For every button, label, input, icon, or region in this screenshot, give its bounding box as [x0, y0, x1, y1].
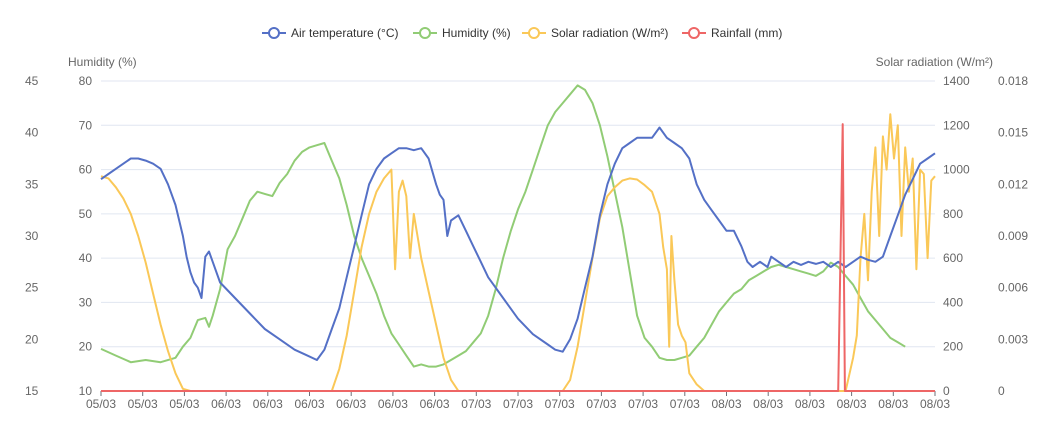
legend-label: Solar radiation (W/m²): [551, 26, 668, 40]
rain-tick-label: 0.015: [998, 126, 1028, 140]
legend-label: Humidity (%): [442, 26, 511, 40]
x-tick-label: 07/03: [545, 397, 575, 411]
temp-tick-label: 35: [25, 177, 39, 191]
x-tick-label: 08/03: [711, 397, 741, 411]
x-tick-label: 05/03: [128, 397, 158, 411]
legend-item-hum[interactable]: Humidity (%): [413, 26, 511, 40]
x-tick-label: 07/03: [461, 397, 491, 411]
humidity-tick-label: 80: [79, 74, 93, 88]
legend-marker-icon: [419, 27, 431, 39]
legend-label: Rainfall (mm): [711, 26, 782, 40]
x-tick-label: 07/03: [503, 397, 533, 411]
humidity-tick-label: 40: [79, 251, 93, 265]
humidity-tick-label: 30: [79, 295, 93, 309]
humidity-tick-label: 60: [79, 163, 93, 177]
x-tick-label: 07/03: [628, 397, 658, 411]
axis-ticks: 1520253035404510203040506070800200400600…: [25, 74, 1028, 411]
temp-tick-label: 40: [25, 126, 39, 140]
x-tick-label: 08/03: [795, 397, 825, 411]
solar-tick-label: 600: [943, 251, 963, 265]
rain-tick-label: 0.009: [998, 229, 1028, 243]
series-line-hum[interactable]: [100, 84, 906, 368]
humidity-axis-title: Humidity (%): [68, 55, 137, 69]
solar-tick-label: 200: [943, 340, 963, 354]
x-tick-label: 08/03: [878, 397, 908, 411]
x-tick-label: 08/03: [753, 397, 783, 411]
solar-tick-label: 1400: [943, 74, 970, 88]
x-tick-label: 05/03: [169, 397, 199, 411]
plot-area: [100, 84, 936, 392]
legend-marker-icon: [688, 27, 700, 39]
legend[interactable]: Air temperature (°C) Humidity (%) Solar ra…: [262, 26, 782, 40]
humidity-tick-label: 50: [79, 207, 93, 221]
x-tick-label: 07/03: [670, 397, 700, 411]
humidity-tick-label: 70: [79, 118, 93, 132]
temp-tick-label: 45: [25, 74, 39, 88]
x-tick-label: 06/03: [336, 397, 366, 411]
x-tick-label: 06/03: [211, 397, 241, 411]
rain-tick-label: 0.006: [998, 281, 1028, 295]
x-tick-label: 06/03: [378, 397, 408, 411]
solar-tick-label: 1000: [943, 163, 970, 177]
series-line-rain[interactable]: [101, 123, 935, 392]
temp-tick-label: 25: [25, 281, 39, 295]
temp-tick-label: 30: [25, 229, 39, 243]
humidity-tick-label: 20: [79, 340, 93, 354]
solar-tick-label: 800: [943, 207, 963, 221]
legend-marker-icon: [528, 27, 540, 39]
rain-tick-label: 0: [998, 384, 1005, 398]
x-tick-label: 06/03: [294, 397, 324, 411]
solar-tick-label: 0: [943, 384, 950, 398]
temp-tick-label: 15: [25, 384, 39, 398]
solar-axis-title: Solar radiation (W/m²): [876, 55, 993, 69]
x-tick-label: 08/03: [837, 397, 867, 411]
legend-marker-icon: [268, 27, 280, 39]
series-line-temp[interactable]: [100, 126, 936, 361]
rain-tick-label: 0.003: [998, 332, 1028, 346]
x-tick-label: 05/03: [86, 397, 116, 411]
x-tick-label: 06/03: [420, 397, 450, 411]
x-tick-label: 07/03: [586, 397, 616, 411]
x-tick-label: 06/03: [253, 397, 283, 411]
x-tick-label: 08/03: [920, 397, 950, 411]
solar-tick-label: 1200: [943, 118, 970, 132]
solar-tick-label: 400: [943, 295, 963, 309]
legend-item-temp[interactable]: Air temperature (°C): [262, 26, 399, 40]
rain-tick-label: 0.018: [998, 74, 1028, 88]
temp-tick-label: 20: [25, 332, 39, 346]
legend-item-rain[interactable]: Rainfall (mm): [682, 26, 782, 40]
legend-item-solar[interactable]: Solar radiation (W/m²): [522, 26, 668, 40]
gridlines: [101, 80, 935, 392]
humidity-tick-label: 10: [79, 384, 93, 398]
legend-label: Air temperature (°C): [291, 26, 399, 40]
rain-tick-label: 0.012: [998, 177, 1028, 191]
